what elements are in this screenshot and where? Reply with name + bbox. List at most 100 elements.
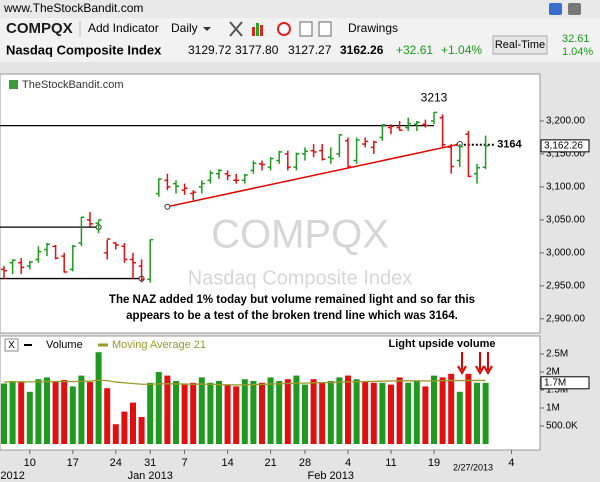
close: 3162.26 — [340, 43, 384, 57]
x-tick-label: 21 — [264, 457, 276, 469]
add-indicator[interactable]: Add Indicator — [88, 21, 159, 35]
drawings[interactable]: Drawings — [348, 21, 398, 35]
volume-bar — [396, 377, 403, 444]
x-tick-label: 28 — [299, 457, 311, 469]
share-icon[interactable] — [549, 3, 562, 15]
note: The NAZ added 1% today but volume remain… — [109, 294, 475, 306]
level-label: 3164 — [497, 139, 522, 151]
last-value-label: 1.7M — [544, 377, 566, 388]
close-label: X — [8, 340, 15, 351]
volume-bar — [456, 391, 463, 444]
volume-bar — [216, 381, 222, 444]
open: 3129.72 — [188, 43, 232, 57]
y-tick-label: 500.0K — [546, 421, 578, 432]
clock-icon[interactable] — [277, 22, 291, 36]
volume-bar — [1, 383, 7, 444]
brand-icon — [9, 80, 18, 89]
x-tick-label: 10 — [24, 457, 36, 469]
volume-bar — [138, 417, 145, 444]
volume-bar — [87, 382, 93, 444]
legend-label: Moving Average 21 — [112, 339, 206, 351]
volume-bar — [353, 379, 360, 444]
volume-bar — [276, 381, 283, 444]
y-tick-label: 1M — [546, 403, 560, 414]
draw-icon[interactable] — [318, 21, 332, 37]
y-tick-label: 3,200.00 — [546, 116, 585, 127]
quote-bar — [0, 40, 600, 62]
volume-bar — [147, 382, 154, 444]
side-change: 32.61 — [562, 33, 590, 45]
volume-bar — [370, 382, 377, 444]
volume-bar — [52, 381, 59, 444]
dropdown-arrow[interactable] — [203, 27, 211, 31]
bars-icon[interactable] — [252, 27, 255, 36]
volume-bar — [207, 382, 214, 444]
y-tick-label: 3,150.00 — [546, 149, 585, 160]
volume-bar — [224, 384, 231, 444]
x-tick-label: 11 — [385, 457, 396, 469]
volume-bar — [362, 381, 369, 444]
volume-bar — [250, 381, 257, 444]
text-icon[interactable] — [568, 3, 581, 15]
x-tick-label: 7 — [182, 457, 188, 469]
high: 3177.80 — [235, 43, 279, 57]
y-tick-label: 2,950.00 — [546, 280, 585, 291]
volume-bar — [164, 375, 171, 444]
realtime[interactable]: Real-Time — [495, 39, 545, 51]
last-value-box — [540, 139, 590, 153]
volume-bar — [26, 391, 33, 444]
period[interactable]: Daily — [171, 21, 198, 35]
volume-bar — [422, 386, 429, 444]
volume-bar — [69, 386, 76, 444]
volume-bar — [336, 377, 343, 444]
date-marker: 2/27/2013 — [453, 462, 493, 472]
volume-bar — [293, 375, 300, 444]
list-icon[interactable] — [299, 21, 313, 37]
volume-bar — [439, 377, 446, 444]
symbol[interactable]: COMPQX — [6, 20, 73, 37]
volume-bar — [465, 373, 472, 444]
volume-bar — [233, 386, 240, 444]
volume-bar — [431, 375, 437, 444]
x-tick-label: 24 — [110, 457, 122, 469]
volume-bar — [61, 379, 68, 444]
y-tick-label: 2M — [546, 367, 560, 378]
volume-bar — [259, 382, 265, 444]
x-tick-label: 19 — [428, 457, 440, 469]
volume-bar — [155, 372, 162, 444]
y-tick-label: 2,900.00 — [546, 313, 585, 324]
y-tick-label: 1.5M — [546, 385, 568, 396]
volume-bar — [327, 381, 334, 444]
close-button[interactable] — [4, 338, 19, 352]
period-label: Feb 2013 — [308, 470, 354, 482]
tools-icon[interactable] — [229, 21, 243, 37]
y-tick-label: 3,000.00 — [546, 248, 585, 259]
volume-bar — [310, 379, 317, 444]
realtime-button[interactable] — [492, 35, 548, 55]
change: +32.61 — [396, 43, 433, 57]
volume-bar — [181, 384, 188, 444]
volume-bar — [35, 379, 42, 444]
volume-bar — [241, 379, 248, 444]
trend-line — [167, 143, 460, 208]
x-tick-label: 4 — [508, 457, 514, 469]
y-tick-label: 3,100.00 — [546, 182, 585, 193]
annotation: 3213 — [421, 91, 448, 105]
x-tick-label: 14 — [221, 457, 233, 469]
low: 3127.27 — [288, 43, 332, 57]
price-panel — [0, 73, 541, 334]
callout: Light upside volume — [389, 338, 496, 350]
volume-bar — [18, 382, 25, 444]
volume-bar — [190, 382, 197, 444]
y-tick-label: 2.5M — [546, 349, 568, 360]
last-value-label: 3,162.26 — [544, 141, 583, 152]
volume-bar — [44, 377, 50, 444]
volume-bar — [379, 382, 386, 444]
top-bar — [0, 0, 600, 18]
volume-bar — [198, 377, 205, 444]
period-label: 2012 — [0, 470, 24, 482]
volume-bar — [284, 379, 291, 444]
volume-bar — [104, 388, 111, 444]
